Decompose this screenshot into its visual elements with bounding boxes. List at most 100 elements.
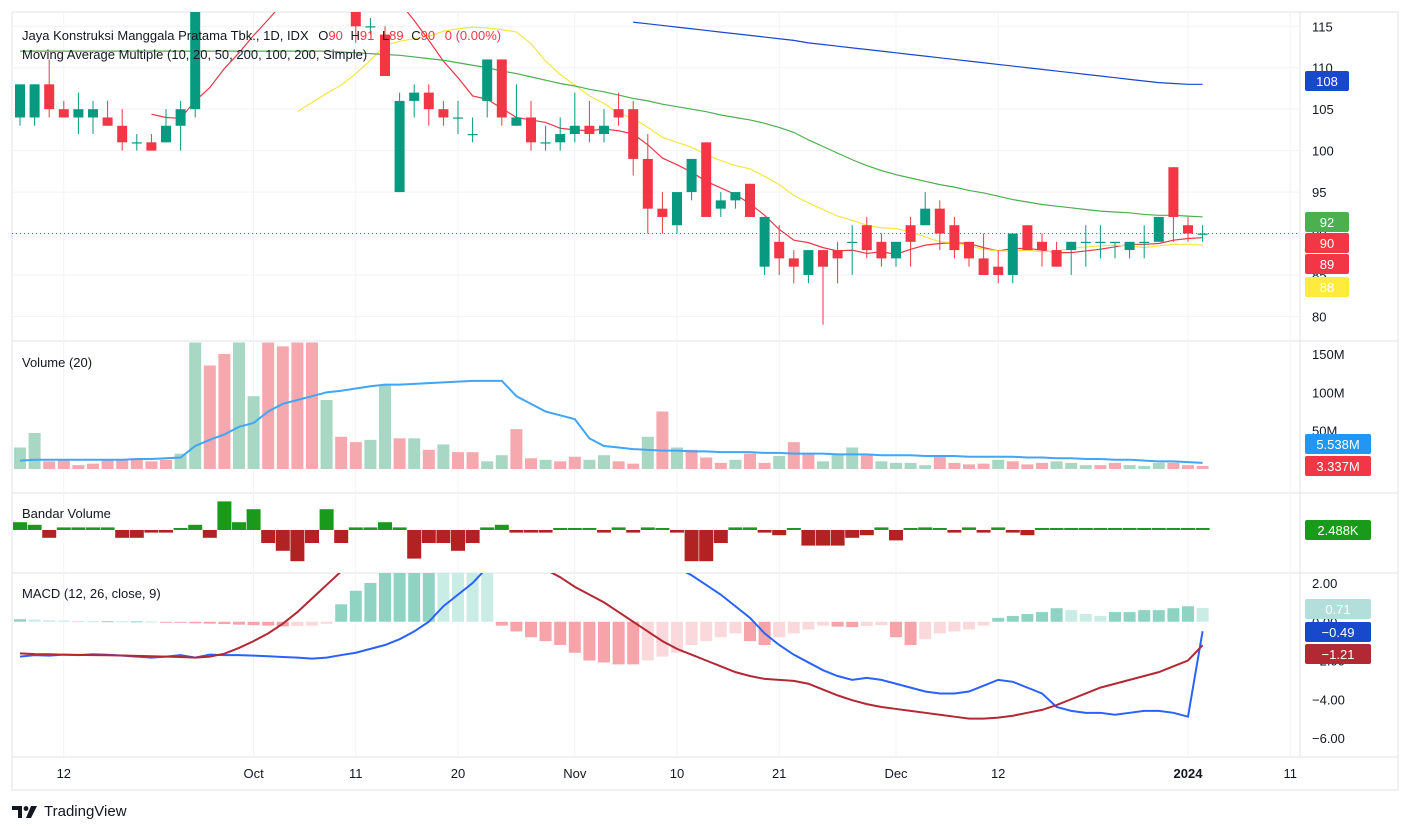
candle[interactable] — [131, 134, 142, 151]
bandar-bar — [275, 530, 290, 551]
candle[interactable] — [1066, 241, 1077, 275]
svg-text:90: 90 — [1320, 236, 1334, 251]
candle[interactable] — [832, 241, 843, 284]
candle[interactable] — [759, 216, 770, 275]
candle[interactable] — [891, 241, 901, 267]
candle[interactable] — [949, 216, 960, 259]
candle[interactable] — [102, 100, 113, 126]
candle[interactable] — [88, 100, 98, 135]
bandar-bar — [699, 530, 714, 562]
candle[interactable] — [745, 183, 755, 217]
candle[interactable] — [453, 100, 463, 135]
candle-body — [73, 109, 84, 118]
candle[interactable] — [438, 100, 449, 126]
candle[interactable] — [876, 233, 887, 267]
candle[interactable] — [555, 117, 566, 151]
candle[interactable] — [496, 59, 507, 126]
candle[interactable] — [467, 117, 478, 143]
candle[interactable] — [715, 192, 726, 217]
candle[interactable] — [175, 100, 186, 151]
candle[interactable] — [847, 225, 858, 275]
candle[interactable] — [730, 192, 741, 209]
candle[interactable] — [672, 192, 682, 234]
candle[interactable] — [818, 250, 828, 325]
candle[interactable] — [803, 250, 814, 284]
candle[interactable] — [1183, 216, 1193, 242]
candle[interactable] — [1080, 225, 1091, 267]
candle[interactable] — [569, 92, 580, 143]
candle[interactable] — [934, 200, 945, 251]
candle[interactable] — [964, 241, 974, 267]
candle[interactable] — [1095, 225, 1106, 259]
volume-bar — [466, 452, 479, 469]
candle[interactable] — [1168, 167, 1179, 242]
candle[interactable] — [1007, 233, 1018, 284]
candle[interactable] — [540, 125, 551, 151]
macd-histogram-bar — [890, 621, 902, 638]
candle[interactable] — [1022, 225, 1033, 251]
candle-body — [1051, 250, 1062, 267]
candle[interactable] — [511, 84, 522, 126]
candle[interactable] — [146, 134, 157, 151]
candle[interactable] — [1110, 241, 1120, 259]
candle[interactable] — [584, 100, 595, 143]
bandar-bar — [378, 522, 392, 530]
price-pane[interactable] — [12, 0, 1300, 325]
candle[interactable] — [58, 100, 69, 118]
candle[interactable] — [190, 0, 201, 118]
candle[interactable] — [861, 216, 872, 259]
candle[interactable] — [642, 134, 653, 234]
candle[interactable] — [73, 92, 84, 135]
macd-pane[interactable] — [14, 509, 1209, 720]
volume-pane[interactable] — [14, 342, 1209, 470]
candle[interactable] — [526, 100, 536, 151]
candle[interactable] — [1037, 233, 1047, 267]
svg-text:2.488K: 2.488K — [1317, 523, 1359, 538]
candle-body — [657, 208, 668, 217]
candle[interactable] — [628, 100, 639, 176]
brand-footer[interactable]: TradingView — [12, 803, 127, 820]
volume-bar — [948, 462, 961, 469]
candle[interactable] — [409, 84, 420, 118]
candle[interactable] — [788, 250, 799, 284]
candle-body — [131, 142, 142, 144]
candle[interactable] — [1197, 225, 1208, 242]
candle[interactable] — [774, 225, 785, 275]
candle[interactable] — [1139, 225, 1150, 259]
macd-histogram-bar — [773, 621, 786, 638]
candle[interactable] — [482, 59, 493, 118]
candle[interactable] — [365, 18, 376, 35]
candle[interactable] — [350, 0, 361, 43]
candle[interactable] — [978, 233, 989, 275]
candle[interactable] — [1124, 241, 1135, 259]
volume-bar — [452, 452, 464, 469]
candle[interactable] — [920, 192, 931, 226]
candle[interactable] — [380, 26, 390, 77]
candle[interactable] — [29, 84, 40, 126]
candle[interactable] — [15, 84, 25, 126]
bandar-bar — [1035, 528, 1049, 530]
volume-bar — [817, 461, 829, 469]
candle[interactable] — [599, 109, 609, 143]
candle[interactable] — [657, 192, 668, 234]
candle[interactable] — [905, 216, 916, 267]
candle[interactable] — [613, 92, 624, 126]
candle[interactable] — [394, 92, 405, 193]
candle[interactable] — [1153, 216, 1164, 242]
candle[interactable] — [686, 158, 697, 201]
volume-bar — [349, 442, 362, 469]
macd-histogram-bar — [641, 621, 654, 661]
candle[interactable] — [423, 84, 434, 126]
candle-body — [365, 26, 376, 28]
bandar-pane[interactable] — [13, 501, 1210, 562]
bandar-bar — [582, 528, 597, 530]
candle[interactable] — [44, 59, 55, 118]
candle[interactable] — [993, 250, 1004, 284]
candle[interactable] — [117, 109, 128, 151]
candle[interactable] — [161, 109, 171, 143]
candle[interactable] — [1051, 241, 1062, 267]
macd-hist-badge: 0.71 — [1305, 599, 1371, 619]
bandar-bar — [1137, 528, 1152, 530]
candle[interactable] — [701, 142, 712, 217]
